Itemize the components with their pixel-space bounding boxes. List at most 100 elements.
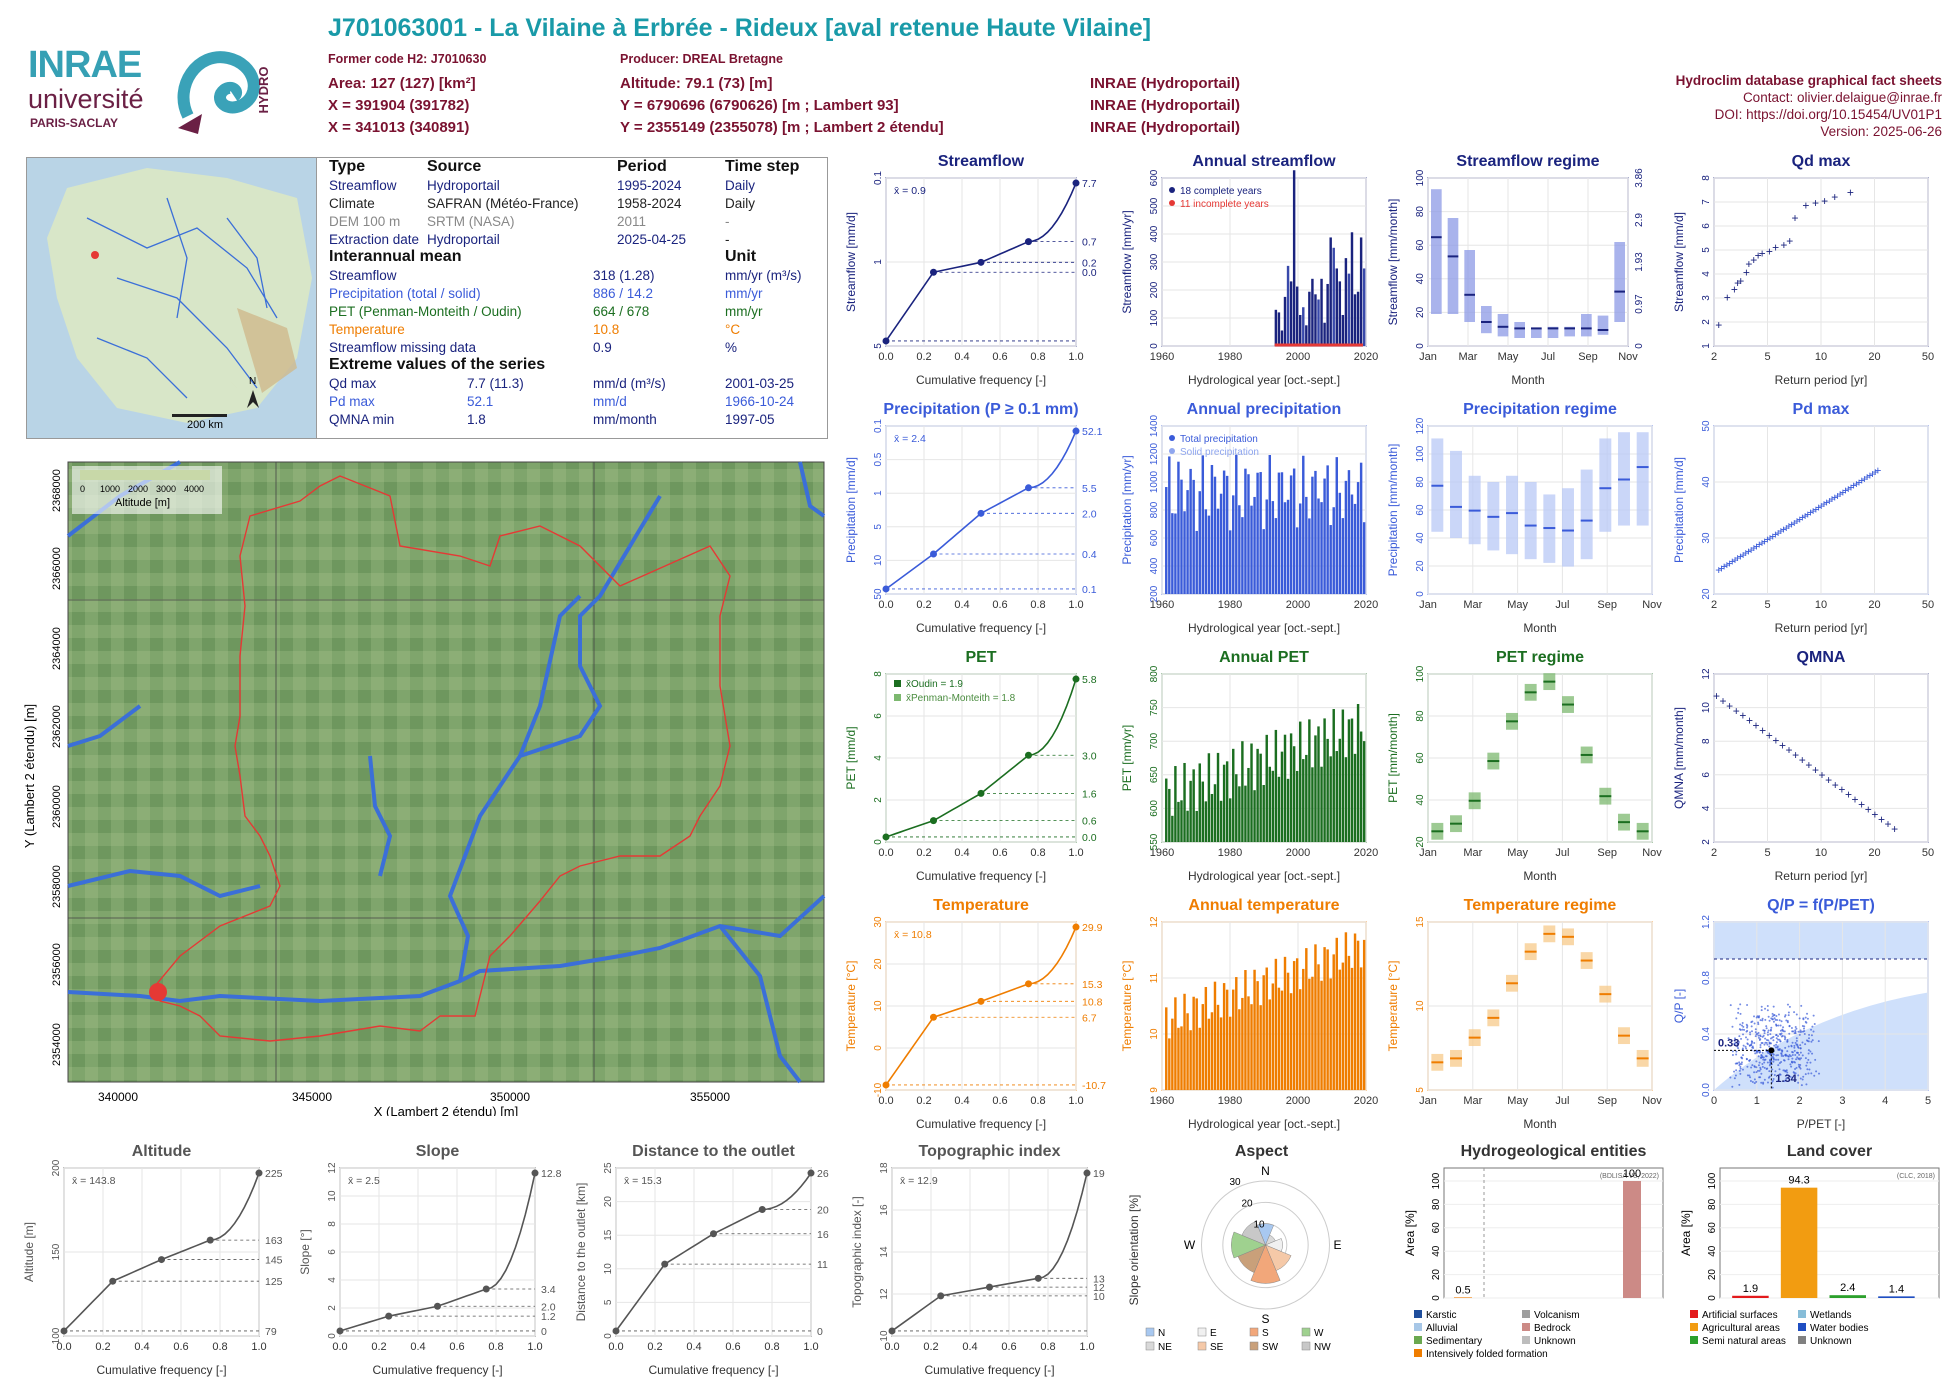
annual-bar [1326, 283, 1329, 346]
annual-bar [1277, 776, 1281, 842]
x-tick-label: 5 [1764, 351, 1770, 363]
x-tick-label: 1.0 [527, 1341, 542, 1353]
data-point [1788, 1053, 1791, 1056]
y-tick-label: 20 [1415, 306, 1426, 318]
data-point [1745, 1057, 1748, 1060]
map-yticks: 2354000 2356000 2358000 2360000 2362000 … [51, 469, 63, 1066]
annual-bar [1228, 798, 1232, 842]
data-point [1774, 1058, 1777, 1061]
data-point [1759, 1068, 1762, 1071]
x-tick-label: 2000 [1286, 351, 1310, 363]
data-point [1801, 1024, 1804, 1027]
annual-bar [1353, 503, 1357, 594]
x-tick-label: 2 [1711, 599, 1717, 611]
data-point [1731, 1054, 1734, 1057]
panel-qd-max: Qd max Return period [yr] Streamflow [mm/d… [1670, 150, 1940, 390]
chart-title: Aspect [1235, 1143, 1289, 1160]
x-tick-label: 1 [1754, 1095, 1760, 1107]
annual-bar [1186, 1013, 1189, 1090]
data-point [1799, 1051, 1802, 1054]
data-point [1746, 1038, 1749, 1041]
y-tick-label: 5 [873, 524, 884, 530]
data-point [1771, 1086, 1774, 1089]
data-point [1798, 1058, 1801, 1061]
annual-bar [1219, 1017, 1223, 1090]
y-tick-label: 0 [873, 839, 884, 845]
right-tick-label: 13 [1093, 1273, 1105, 1285]
right-tick-label: 1.93 [1634, 252, 1645, 272]
annual-bar [1216, 508, 1220, 594]
x-tick-label: 2000 [1286, 599, 1310, 611]
mean-label: Precipitation (total / solid) [329, 286, 481, 301]
data-point [1805, 1021, 1808, 1024]
quantile-point [1034, 1274, 1042, 1282]
legend-marker [1169, 435, 1175, 441]
annual-bar [1305, 948, 1308, 1090]
annual-bar [1335, 751, 1338, 842]
data-point [1786, 1050, 1789, 1053]
annual-bar [1305, 496, 1308, 594]
legend-swatch [1798, 1323, 1806, 1331]
y-tick-label: 30 [873, 916, 884, 928]
y-tick-label: 2 [327, 1305, 338, 1311]
data-point [1763, 1061, 1766, 1064]
chart-svg: Annual temperature Hydrological year [oct… [1120, 897, 1378, 1131]
annual-bar [1271, 501, 1275, 594]
legend-swatch [1197, 1341, 1207, 1351]
annual-bar [1247, 474, 1250, 594]
return-point: + [1761, 534, 1768, 548]
chart-title: Annual temperature [1188, 897, 1339, 914]
data-point [1761, 1063, 1764, 1066]
outlet-marker [149, 983, 167, 1001]
x-axis-label: Month [1523, 621, 1556, 635]
data-point [1760, 1072, 1763, 1075]
y-tick-label: 9 [1149, 1087, 1160, 1093]
data-point [1791, 1041, 1794, 1044]
y-tick-label: 100 [1149, 309, 1160, 326]
data-point [1750, 1042, 1753, 1045]
data-point [1772, 1039, 1775, 1042]
x-tick-label: 2020 [1354, 599, 1378, 611]
return-point: + [1758, 536, 1765, 550]
right-tick-label: 2.0 [1082, 508, 1097, 520]
y-tick-label: 80 [1415, 206, 1426, 218]
map-xtick: 350000 [490, 1090, 530, 1104]
map-ytick: 2362000 [51, 705, 63, 748]
legend-entry: NE [1158, 1342, 1172, 1353]
data-point [1731, 1025, 1734, 1028]
y-tick-label: 0.8 [1701, 971, 1712, 985]
y-tick-label: 18 [879, 1162, 890, 1174]
x-tick-label: 0.6 [992, 847, 1007, 859]
legend-swatch [1414, 1310, 1422, 1318]
panel-slope: Slope Cumulative frequency [-] Slope [°] 0.… [296, 1140, 571, 1380]
x-tick-label: Sep [1597, 599, 1617, 611]
y-axis-label: Slope [°] [298, 1229, 312, 1275]
legend-entry: Unknown [1534, 1336, 1576, 1347]
data-point [1755, 1071, 1758, 1074]
annual-bar [1274, 309, 1278, 346]
data-point [1768, 1045, 1771, 1048]
panel-altitude: Altitude Cumulative frequency [-] Altitude… [20, 1140, 295, 1380]
data-point [1799, 1029, 1802, 1032]
annual-bar [1320, 980, 1323, 1090]
data-point [1771, 1079, 1774, 1082]
legend-entry: SW [1262, 1342, 1279, 1353]
right-tick-label: 3.86 [1634, 168, 1645, 188]
annual-bar [1244, 785, 1247, 842]
regime-box [1562, 488, 1574, 567]
y-tick-label: 80 [1431, 1198, 1442, 1210]
right-tick-label: 6.7 [1082, 1012, 1097, 1024]
bar-value-label: 1.9 [1743, 1283, 1758, 1295]
annual-bar [1338, 492, 1342, 594]
x-axis-label: Cumulative frequency [-] [96, 1363, 226, 1377]
data-point [1788, 1005, 1791, 1008]
y-tick-label: 6 [1701, 772, 1712, 778]
y-axis-label: Slope orientation [%] [1127, 1195, 1141, 1306]
right-tick-label: -10.7 [1082, 1080, 1106, 1092]
north-label: N [249, 376, 256, 387]
data-point [1784, 1046, 1787, 1049]
y-tick-label: 20 [873, 958, 884, 970]
quantile-point [930, 817, 937, 825]
annual-bar [1201, 455, 1205, 594]
annual-bar [1323, 478, 1326, 594]
